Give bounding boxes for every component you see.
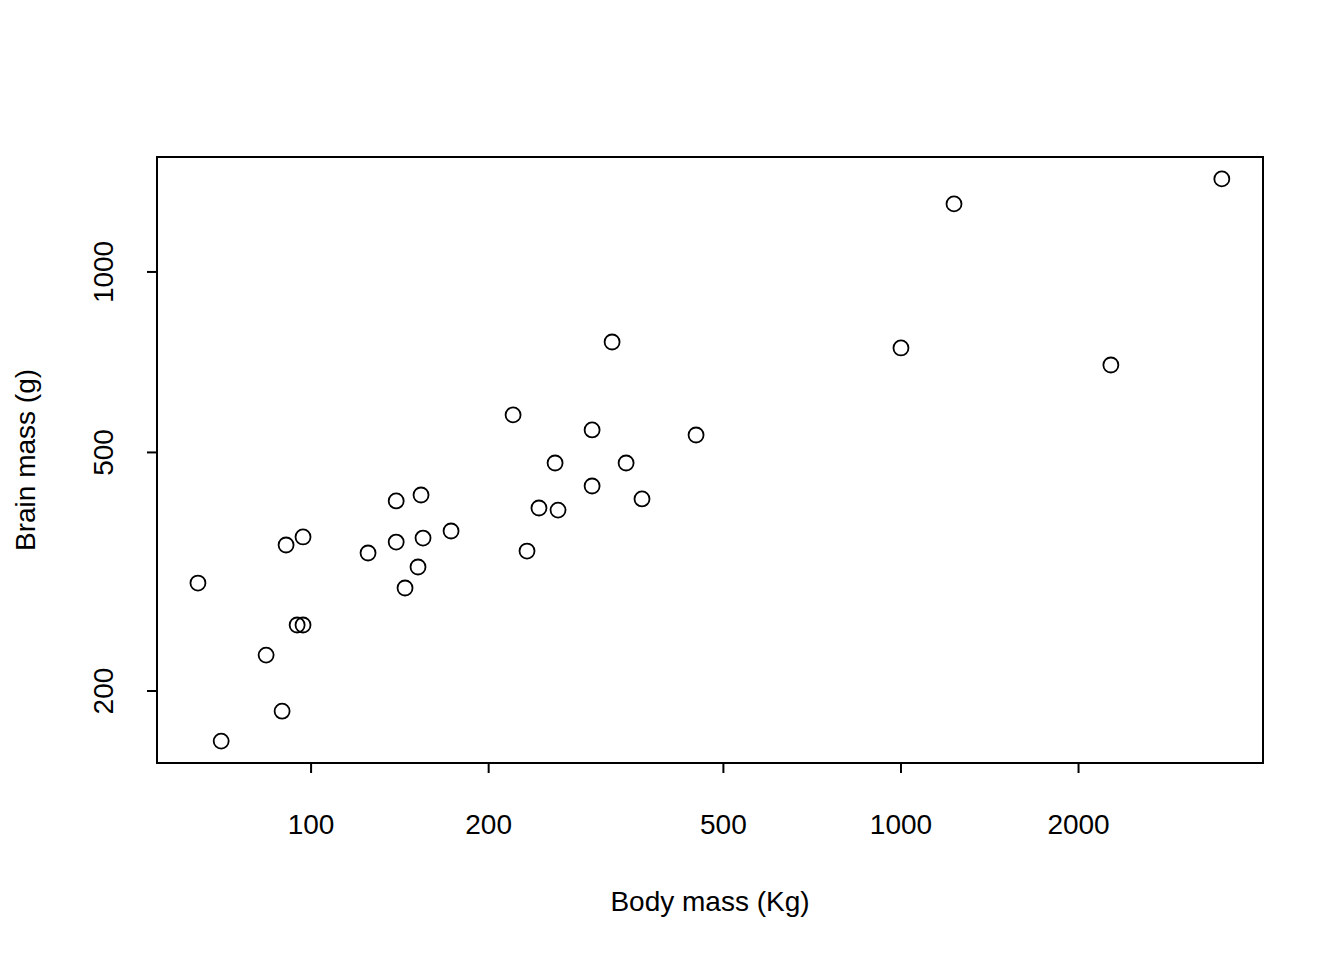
point (398, 580, 413, 595)
plot-frame (157, 157, 1263, 763)
point (548, 456, 563, 471)
x-axis-title: Body mass (Kg) (610, 886, 809, 917)
chart: 100 200 500 1000 2000 200 500 1000 Body mass (Kg… (0, 0, 1344, 960)
x-tick-label: 200 (465, 809, 512, 840)
point (389, 493, 404, 508)
x-tick-label: 100 (288, 809, 335, 840)
x-tick (310, 763, 312, 773)
point (414, 488, 429, 503)
x-tick-label: 1000 (870, 809, 932, 840)
point (275, 704, 290, 719)
point (506, 407, 521, 422)
point (296, 618, 311, 633)
point (411, 560, 426, 575)
point (551, 503, 566, 518)
x-tick-label: 2000 (1047, 809, 1109, 840)
point (605, 335, 620, 350)
x-tick-label: 500 (700, 809, 747, 840)
point (619, 456, 634, 471)
point (296, 529, 311, 544)
point (585, 479, 600, 494)
point (444, 523, 459, 538)
point (585, 422, 600, 437)
point (190, 576, 205, 591)
point (689, 428, 704, 443)
point (389, 535, 404, 550)
point (947, 196, 962, 211)
x-tick (900, 763, 902, 773)
point (635, 491, 650, 506)
point (1103, 358, 1118, 373)
y-axis-title: Brain mass (g) (10, 369, 41, 551)
point (279, 538, 294, 553)
point (259, 648, 274, 663)
point (893, 340, 908, 355)
y-tick-label: 500 (88, 429, 119, 476)
point (214, 734, 229, 749)
point (1214, 171, 1229, 186)
y-tick-label: 200 (88, 668, 119, 715)
y-tick (147, 271, 157, 273)
y-tick (147, 451, 157, 453)
x-tick (1078, 763, 1080, 773)
point (520, 544, 535, 559)
points (190, 171, 1229, 748)
x-tick (722, 763, 724, 773)
y-tick-label: 1000 (88, 241, 119, 303)
point (416, 531, 431, 546)
point (361, 546, 376, 561)
x-tick (488, 763, 490, 773)
point (531, 501, 546, 516)
y-tick (147, 690, 157, 692)
